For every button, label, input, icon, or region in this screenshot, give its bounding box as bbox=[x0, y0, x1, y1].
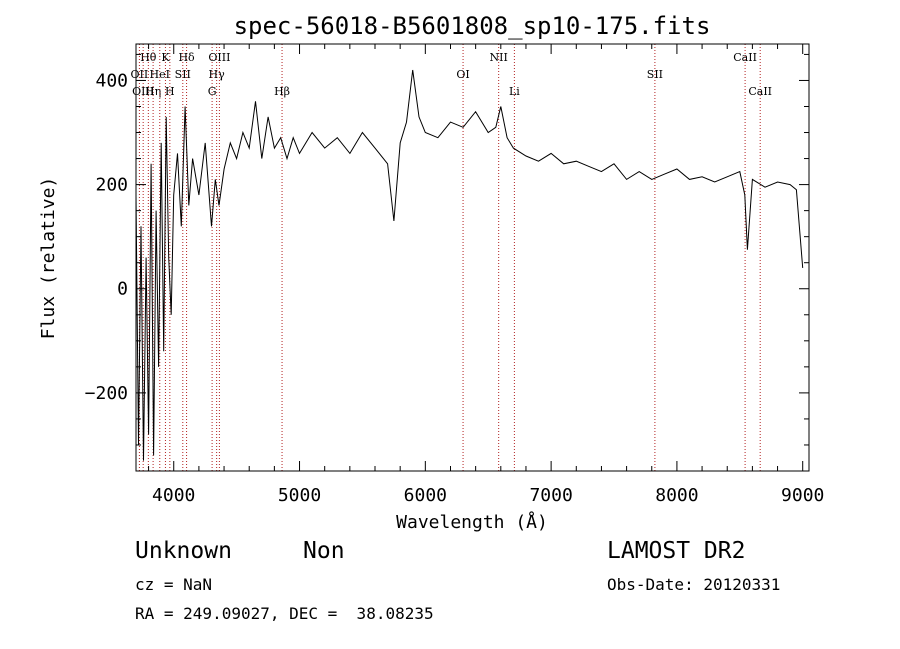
line-label-10: Li bbox=[509, 85, 520, 98]
coordinates: RA = 249.09027, DEC = 38.08235 bbox=[135, 604, 434, 623]
plot-frame bbox=[135, 43, 810, 472]
line-label-8: OI bbox=[456, 68, 469, 81]
line-label-5: Hγ bbox=[209, 68, 226, 81]
line-label-12: CaII bbox=[733, 51, 757, 64]
chart-title: spec-56018-B5601808_sp10-175.fits bbox=[234, 12, 711, 40]
x-tick-label-5000: 5000 bbox=[278, 485, 321, 506]
line-label-0: Hθ bbox=[140, 51, 157, 64]
line-label-3: H bbox=[165, 85, 175, 98]
y-tick-label-400: 400 bbox=[95, 70, 128, 91]
spectrum-line-0 bbox=[135, 69, 804, 461]
line-label-9: NII bbox=[490, 51, 508, 64]
redshift-cz: cz = NaN bbox=[135, 575, 213, 594]
line-label-13: CaII bbox=[748, 85, 772, 98]
x-tick-label-4000: 4000 bbox=[152, 485, 195, 506]
object-subclass: Non bbox=[303, 538, 345, 564]
line-label-14: OII bbox=[131, 68, 149, 81]
line-label-16: HeI bbox=[150, 68, 170, 81]
axis-ticks: 4000 5000 6000 7000 8000 9000 −200 0 200 400 bbox=[85, 44, 824, 506]
line-label-7: Hβ bbox=[274, 85, 290, 98]
x-tick-label-8000: 8000 bbox=[655, 485, 698, 506]
line-label-18: OIII bbox=[208, 51, 230, 64]
line-label-6: G bbox=[208, 85, 217, 98]
line-label-2: K bbox=[161, 51, 170, 64]
x-tick-label-6000: 6000 bbox=[404, 485, 447, 506]
y-axis-label: Flux (relative) bbox=[38, 177, 59, 340]
survey-name: LAMOST DR2 bbox=[607, 538, 746, 564]
y-tick-label-200: 200 bbox=[95, 175, 128, 196]
line-label-11: SII bbox=[647, 68, 663, 81]
object-class: Unknown bbox=[135, 538, 232, 564]
line-label-1: Hη bbox=[145, 85, 161, 98]
spectrum-series bbox=[135, 69, 804, 461]
spectral-line-markers: Hθ Hη K H Hδ Hγ G Hβ OI NII Li SII CaII CaII OII OIII He… bbox=[131, 44, 772, 471]
x-tick-label-7000: 7000 bbox=[529, 485, 572, 506]
observation-date: Obs-Date: 20120331 bbox=[607, 575, 781, 594]
line-label-4: Hδ bbox=[178, 51, 195, 64]
x-tick-label-9000: 9000 bbox=[781, 485, 824, 506]
line-label-17: SII bbox=[175, 68, 191, 81]
y-tick-label-0: 0 bbox=[117, 279, 128, 300]
line-label-15: OIII bbox=[132, 85, 154, 98]
y-tick-label--200: −200 bbox=[85, 383, 128, 404]
x-axis-label: Wavelength (Å) bbox=[396, 511, 548, 533]
